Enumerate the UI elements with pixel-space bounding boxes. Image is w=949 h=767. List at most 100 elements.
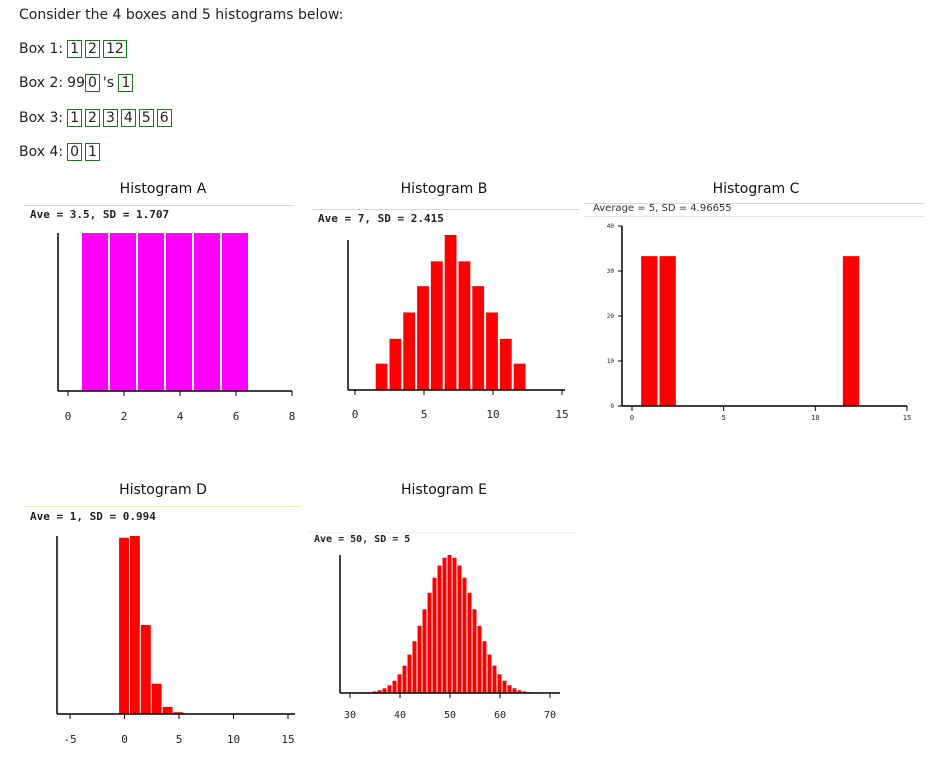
histogram-b-title: Histogram B [400,181,488,197]
histogram-bar [162,706,173,714]
histogram-bar [513,363,526,390]
ticket: 5 [138,109,154,127]
x-tick-label: 50 [444,710,456,721]
ticket: 1 [85,143,100,161]
histogram-e-title: Histogram E [401,482,487,498]
histogram-bar [372,691,377,693]
x-tick-label: 40 [394,710,406,721]
box-1-line: Box 1: 1 2 12 [19,40,130,58]
histogram-bar [151,683,162,714]
x-tick-label: 0 [121,733,128,746]
histogram-bar [472,286,485,390]
box-label: Box 3: [19,110,64,126]
x-tick-label: 5 [722,414,726,422]
histogram-bar [412,641,417,693]
histogram-bar [166,233,192,391]
x-tick-label: 0 [630,414,634,422]
histogram-bar [194,233,220,391]
histogram-bar [842,256,860,406]
ticket: 3 [102,109,118,127]
histogram-bar [659,256,676,406]
x-tick-label: 5 [421,408,428,421]
box-4-line: Box 4: 0 1 [19,143,103,161]
y-tick-label: 20 [607,313,615,320]
histogram-d-stats: Ave = 1, SD = 0.994 [30,510,156,523]
y-tick-label: 0 [610,403,614,410]
histogram-bar [119,537,129,714]
histogram-bar [517,690,522,693]
y-tick-label: 40 [607,223,615,230]
x-tick-label: 30 [344,710,356,721]
histogram-bar [82,233,108,391]
histogram-bar [447,555,452,693]
x-tick-label: 0 [352,408,359,421]
ticket: 4 [120,109,136,127]
ticket: 2 [85,109,100,127]
x-tick-label: 6 [233,410,240,423]
x-tick-label: 10 [227,733,240,746]
histogram-bar [432,577,437,693]
histogram-d-chart: -5 0 5 10 15 [56,536,295,746]
histogram-bar [444,235,457,390]
histogram-b-stats: Ave = 7, SD = 2.415 [318,212,444,225]
histogram-bar [402,665,407,693]
histogram-d-title: Histogram D [119,482,207,498]
box-text: 99 [67,75,85,91]
intro-text: Consider the 4 boxes and 5 histograms be… [19,7,344,23]
x-tick-label: 10 [811,414,819,422]
histogram-bar [422,609,427,693]
histogram-a-chart: 0 2 4 6 8 [57,233,296,423]
box-text: 's [102,75,119,91]
histogram-bar [487,654,492,693]
histogram-bar [382,688,387,693]
histogram-bar [387,685,392,693]
histogram-bar [452,557,457,693]
histogram-bar [129,536,140,714]
histogram-c-chart: 0 5 10 15 0 10 20 30 40 [607,223,911,422]
histogram-b-separator [312,209,580,210]
ticket: 12 [102,40,127,58]
x-tick-label: 2 [121,410,128,423]
x-tick-label: 4 [177,410,184,423]
histogram-bar [458,261,471,390]
box-3-line: Box 3: 1 2 3 4 5 6 [19,109,175,127]
histogram-bar [492,665,497,693]
box-2-line: Box 2: 99 0's 1 [19,74,136,92]
histogram-bar [467,592,472,693]
histogram-bar [140,625,151,714]
histogram-bar [389,338,402,390]
histogram-bar [502,680,507,693]
histogram-b-chart: 0 5 10 15 [347,235,569,421]
x-tick-label: 15 [903,414,911,422]
x-tick-label: 0 [65,410,72,423]
histogram-bar [417,625,422,693]
histogram-e-chart: 30 40 50 60 70 [339,555,560,721]
ticket: 0 [67,143,83,161]
histogram-bar [397,674,402,693]
histogram-bar [138,233,164,391]
x-tick-label: 10 [486,408,499,421]
histogram-a-title: Histogram A [119,181,207,197]
ticket: 6 [156,109,172,127]
x-tick-label: -5 [63,733,76,746]
histogram-d-separator [24,506,302,507]
histogram-a-separator [24,205,294,206]
histogram-bar [437,565,442,693]
histogram-bar [641,256,658,406]
histogram-bar [392,680,397,693]
ticket: 1 [67,109,83,127]
histogram-bar [417,286,429,390]
ticket: 1 [67,40,83,58]
histogram-bar [427,592,432,693]
histogram-bar [499,338,512,390]
box-label: Box 1: [19,41,64,57]
histogram-bar [512,688,517,693]
histogram-bar [403,312,416,390]
ticket: 2 [85,40,100,58]
x-tick-label: 8 [289,410,296,423]
histogram-bar [497,674,502,693]
histogram-e-stats: Ave = 50, SD = 5 [314,534,411,545]
histogram-bar [472,609,477,693]
histogram-bar [442,557,447,693]
y-tick-label: 10 [607,358,615,365]
